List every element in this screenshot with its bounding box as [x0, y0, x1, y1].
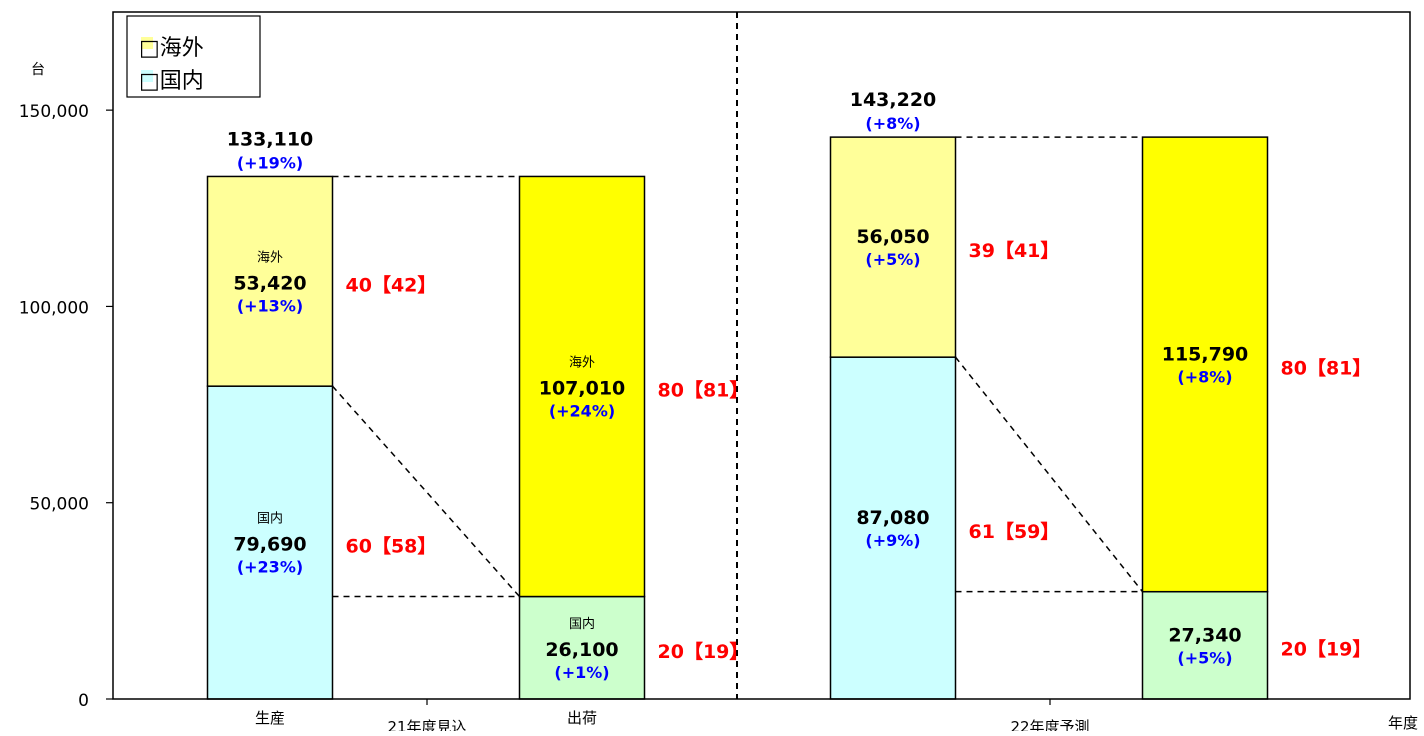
data-labels: 国内 79,690 (+23%) 60【58】 海外 53,420 (+13%) 40【42】… [227, 89, 1372, 682]
segment-share-1-0-1: 39【41】 [969, 239, 1060, 262]
segment-value-1-1-0: 27,340 [1168, 624, 1241, 646]
segment-value-1-0-1: 56,050 [856, 226, 929, 248]
bar-total-growth-1-0: (+8%) [865, 114, 920, 133]
segment-growth-1-1-1: (+8%) [1177, 367, 1232, 386]
bar-overseas-0-0 [206, 175, 334, 387]
legend-label-1: □国内 [139, 69, 204, 94]
segment-name-0-0-0: 国内 [257, 511, 283, 527]
segment-share-0-0-0: 60【58】 [346, 535, 437, 558]
segment-growth-1-1-0: (+5%) [1177, 648, 1232, 667]
plot-border [112, 11, 1411, 700]
segment-value-0-1-1: 107,010 [539, 377, 626, 399]
segment-growth-0-1-1: (+24%) [549, 401, 615, 420]
segment-name-0-1-0: 国内 [569, 616, 595, 632]
y-unit-label: 台 [31, 62, 45, 78]
segment-value-1-1-1: 115,790 [1162, 343, 1249, 365]
y-tick-label-2: 100,000 [19, 298, 89, 318]
segment-value-0-0-1: 53,420 [233, 272, 306, 294]
plot-frame [112, 11, 1411, 700]
bar-total-1-0: 143,220 [850, 89, 937, 111]
segment-growth-1-0-1: (+5%) [865, 250, 920, 269]
segment-growth-1-0-0: (+9%) [865, 531, 920, 550]
connector-domestic-diagonal-1 [954, 356, 1144, 593]
segment-share-1-1-0: 20【19】 [1281, 637, 1372, 660]
x-group-label-0: 21年度見込 [387, 718, 466, 731]
y-tick-label-3: 150,000 [19, 102, 89, 122]
bar-domestic-1-0 [829, 356, 957, 700]
segment-share-0-0-1: 40【42】 [346, 273, 437, 296]
legend-label-0: □海外 [139, 36, 204, 61]
bar-overseas-1-0 [829, 136, 957, 358]
legend-swatch-0 [141, 37, 153, 49]
connector-lines [331, 136, 1144, 598]
x-group-label-1: 22年度予測 [1010, 718, 1089, 731]
segment-value-1-0-0: 87,080 [856, 507, 929, 529]
bar-domestic-0-0 [206, 385, 334, 700]
segment-share-1-1-1: 80【81】 [1281, 356, 1372, 379]
x-bar-label-0-0: 生産 [255, 709, 285, 727]
segment-share-1-0-0: 61【59】 [969, 520, 1060, 543]
segment-name-0-0-1: 海外 [257, 250, 283, 265]
connector-domestic-diagonal-0 [331, 385, 521, 598]
bar-total-growth-0-0: (+19%) [237, 153, 303, 172]
segment-share-0-1-1: 80【81】 [658, 378, 749, 401]
bar-overseas-1-1 [1141, 136, 1269, 593]
bar-overseas-0-1 [518, 175, 646, 598]
bar-marks [206, 136, 1269, 700]
y-tick-label-0: 0 [78, 691, 89, 711]
segment-share-0-1-0: 20【19】 [658, 640, 749, 663]
legend-box [126, 15, 261, 98]
segment-value-0-1-0: 26,100 [545, 639, 618, 661]
legend-swatch-1 [141, 70, 153, 82]
segment-growth-0-0-0: (+23%) [237, 558, 303, 577]
x-bar-label-0-1: 出荷 [567, 709, 597, 727]
x-unit-label: 年度 [1388, 714, 1418, 731]
segment-value-0-0-0: 79,690 [233, 534, 306, 556]
bar-domestic-0-1 [518, 595, 646, 700]
bar-total-0-0: 133,110 [227, 128, 314, 150]
segment-name-0-1-1: 海外 [569, 355, 595, 370]
legend: □海外 □国内 [126, 15, 261, 98]
y-tick-label-1: 50,000 [30, 495, 89, 515]
segment-growth-0-1-0: (+1%) [554, 663, 609, 682]
segment-growth-0-0-1: (+13%) [237, 296, 303, 315]
